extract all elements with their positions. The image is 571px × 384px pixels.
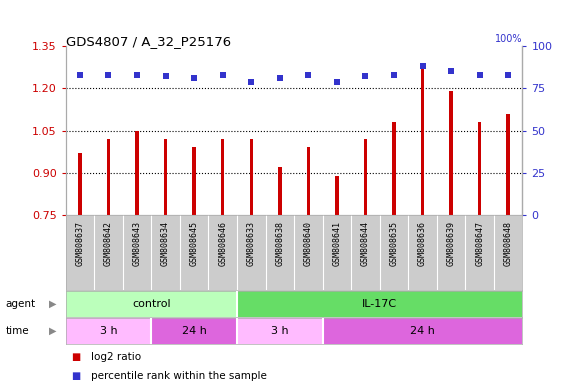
Text: GSM808640: GSM808640 <box>304 221 313 266</box>
Bar <box>221 139 224 215</box>
Bar <box>237 318 323 343</box>
Bar <box>237 291 522 316</box>
Bar <box>192 147 196 215</box>
Text: GSM808648: GSM808648 <box>504 221 513 266</box>
Bar <box>66 291 237 316</box>
Text: GSM808633: GSM808633 <box>247 221 256 266</box>
Bar <box>364 139 367 215</box>
Text: GSM808635: GSM808635 <box>389 221 399 266</box>
Bar <box>506 114 510 215</box>
Text: GSM808634: GSM808634 <box>161 221 170 266</box>
Text: GSM808647: GSM808647 <box>475 221 484 266</box>
Text: IL-17C: IL-17C <box>362 299 397 309</box>
Bar <box>151 318 237 343</box>
Text: time: time <box>6 326 29 336</box>
Text: ■: ■ <box>71 371 81 381</box>
Text: log2 ratio: log2 ratio <box>91 352 142 362</box>
Text: percentile rank within the sample: percentile rank within the sample <box>91 371 267 381</box>
Text: 100%: 100% <box>495 35 522 45</box>
Text: ■: ■ <box>71 352 81 362</box>
Text: GSM808636: GSM808636 <box>418 221 427 266</box>
Text: GSM808637: GSM808637 <box>75 221 85 266</box>
Text: GSM808641: GSM808641 <box>332 221 341 266</box>
Bar <box>78 153 82 215</box>
Bar <box>250 139 253 215</box>
Text: GSM808639: GSM808639 <box>447 221 456 266</box>
Text: 3 h: 3 h <box>271 326 288 336</box>
Bar <box>478 122 481 215</box>
Text: 24 h: 24 h <box>410 326 435 336</box>
Bar <box>135 131 139 215</box>
Bar <box>449 91 453 215</box>
Bar <box>392 122 396 215</box>
Bar <box>307 147 310 215</box>
Text: GSM808638: GSM808638 <box>275 221 284 266</box>
Bar <box>278 167 282 215</box>
Text: GSM808643: GSM808643 <box>132 221 142 266</box>
Bar <box>421 66 424 215</box>
Text: GSM808642: GSM808642 <box>104 221 113 266</box>
Bar <box>323 318 522 343</box>
Text: GSM808644: GSM808644 <box>361 221 370 266</box>
Text: agent: agent <box>6 299 36 309</box>
Text: 24 h: 24 h <box>182 326 207 336</box>
Text: control: control <box>132 299 171 309</box>
Text: ▶: ▶ <box>49 326 56 336</box>
Bar <box>66 318 151 343</box>
Text: 3 h: 3 h <box>100 326 117 336</box>
Text: GSM808646: GSM808646 <box>218 221 227 266</box>
Text: GDS4807 / A_32_P25176: GDS4807 / A_32_P25176 <box>66 35 231 48</box>
Bar <box>335 175 339 215</box>
Bar <box>107 139 110 215</box>
Bar <box>164 139 167 215</box>
Text: ▶: ▶ <box>49 299 56 309</box>
Text: GSM808645: GSM808645 <box>190 221 199 266</box>
